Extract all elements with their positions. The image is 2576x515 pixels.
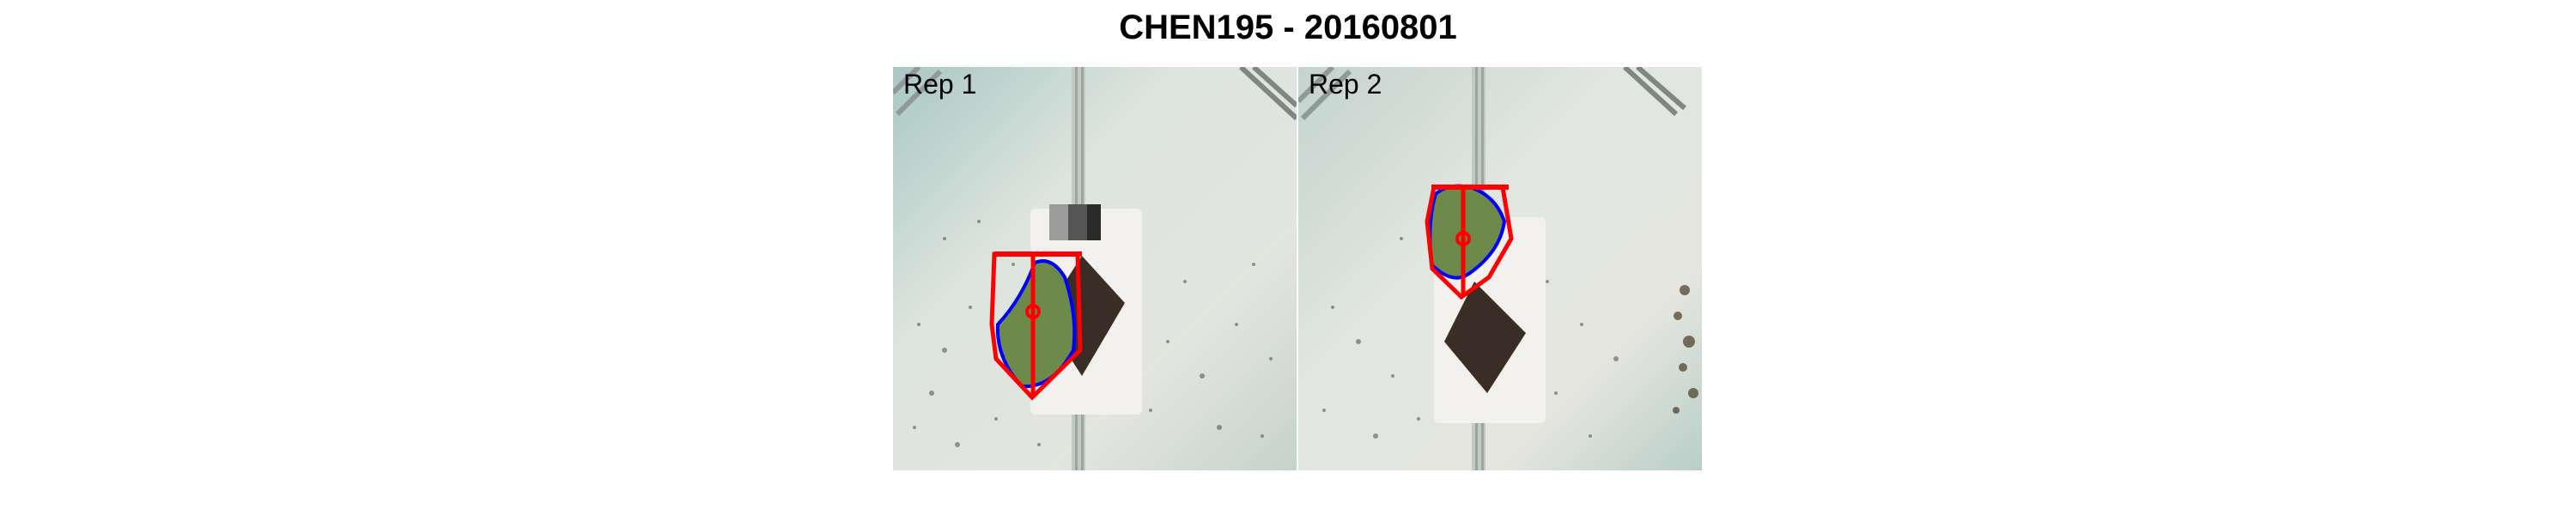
soil-pot [1444, 282, 1526, 393]
corner-bracket [1622, 67, 1686, 117]
plant-contour [995, 259, 1077, 389]
rep-1-label: Rep 1 [903, 69, 977, 100]
rep-2-panel: Rep 2 [1298, 67, 1702, 470]
corner-bracket [893, 67, 943, 117]
reference-card [1068, 204, 1087, 240]
reference-card [1049, 204, 1068, 240]
reference-card [1087, 204, 1101, 240]
rep-2-label: Rep 2 [1309, 69, 1382, 100]
convex-hull [1425, 185, 1514, 300]
leaf-area [997, 261, 1075, 387]
centroid-marker [1025, 304, 1041, 319]
rep-2-image [1298, 67, 1702, 470]
figure-title: CHEN195 - 20160801 [1119, 9, 1457, 46]
debris-speckles [1322, 237, 1619, 439]
dirt-cluster [1673, 285, 1698, 414]
corner-bracket [1238, 67, 1297, 121]
debris-speckles [913, 220, 1273, 447]
corner-bracket [1298, 67, 1352, 121]
rep-1-panel: Rep 1 [893, 67, 1297, 470]
leaf-area [1430, 185, 1504, 278]
rep-1-image [893, 67, 1297, 470]
centroid-marker [1455, 231, 1471, 246]
